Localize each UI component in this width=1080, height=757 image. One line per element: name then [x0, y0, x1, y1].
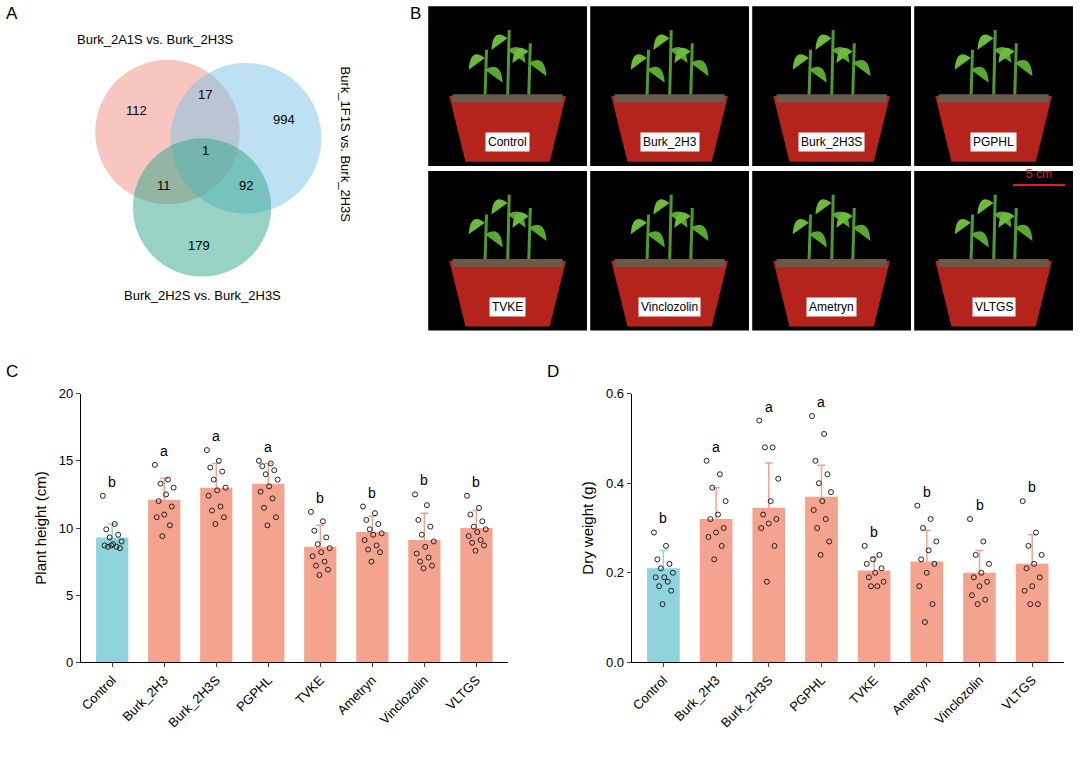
svg-text:b: b	[472, 474, 480, 490]
svg-text:Dry weight (g): Dry weight (g)	[579, 481, 596, 574]
svg-text:Burk_2H3: Burk_2H3	[643, 135, 697, 149]
svg-text:a: a	[765, 399, 773, 415]
svg-text:Burk_2A1S vs. Burk_2H3S: Burk_2A1S vs. Burk_2H3S	[77, 32, 233, 47]
svg-text:Vinclozolin: Vinclozolin	[377, 673, 431, 727]
svg-text:112: 112	[126, 103, 147, 118]
svg-text:Vinclozolin: Vinclozolin	[641, 300, 698, 314]
svg-text:1: 1	[202, 143, 209, 158]
svg-text:Control: Control	[79, 673, 119, 713]
svg-text:Control: Control	[630, 673, 670, 713]
svg-text:0.0: 0.0	[606, 655, 624, 670]
svg-text:b: b	[923, 484, 931, 500]
svg-text:Ametryn: Ametryn	[809, 300, 854, 314]
svg-text:a: a	[817, 394, 825, 410]
svg-text:VLTGS: VLTGS	[443, 672, 483, 712]
svg-text:Burk_2H3: Burk_2H3	[119, 673, 170, 724]
svg-text:Burk_2H2S vs. Burk_2H3S: Burk_2H2S vs. Burk_2H3S	[124, 288, 281, 303]
svg-text:a: a	[160, 443, 168, 459]
svg-text:Burk_2H3S: Burk_2H3S	[718, 672, 776, 730]
svg-text:5: 5	[66, 588, 73, 603]
svg-text:0.6: 0.6	[606, 386, 624, 401]
svg-text:Burk_1F1S vs. Burk_2H3S: Burk_1F1S vs. Burk_2H3S	[338, 67, 353, 223]
svg-text:0.4: 0.4	[606, 476, 624, 491]
svg-text:VLTGS: VLTGS	[975, 300, 1013, 314]
svg-text:b: b	[316, 490, 324, 506]
svg-text:5 cm: 5 cm	[1026, 167, 1052, 181]
svg-text:Ametryn: Ametryn	[889, 673, 934, 718]
svg-text:PGPHL: PGPHL	[973, 135, 1014, 149]
svg-text:PGPHL: PGPHL	[233, 673, 275, 715]
svg-text:PGPHL: PGPHL	[786, 673, 828, 715]
svg-text:TVKE: TVKE	[292, 672, 327, 707]
svg-text:11: 11	[157, 178, 171, 193]
svg-text:Ametryn: Ametryn	[334, 673, 379, 718]
svg-text:Plant height (cm): Plant height (cm)	[32, 471, 49, 584]
svg-text:b: b	[420, 472, 428, 488]
svg-text:Burk_2H3S: Burk_2H3S	[165, 672, 223, 730]
svg-text:b: b	[108, 474, 116, 490]
svg-text:10: 10	[59, 521, 73, 536]
svg-text:b: b	[368, 485, 376, 501]
svg-text:B: B	[410, 4, 421, 23]
svg-text:17: 17	[198, 87, 212, 102]
svg-text:b: b	[870, 524, 878, 540]
svg-text:C: C	[6, 362, 18, 381]
svg-text:TVKE: TVKE	[492, 300, 523, 314]
svg-text:Burk_2H3S: Burk_2H3S	[801, 135, 862, 149]
svg-text:Burk_2H3: Burk_2H3	[671, 673, 722, 724]
svg-text:994: 994	[273, 112, 295, 127]
svg-text:20: 20	[59, 386, 73, 401]
svg-text:179: 179	[188, 238, 210, 253]
svg-text:0: 0	[66, 655, 73, 670]
svg-text:0.2: 0.2	[606, 565, 624, 580]
svg-text:b: b	[976, 497, 984, 513]
svg-text:a: a	[712, 439, 720, 455]
svg-text:D: D	[547, 362, 559, 381]
svg-text:Vinclozolin: Vinclozolin	[932, 673, 986, 727]
svg-text:TVKE: TVKE	[846, 672, 881, 707]
svg-text:92: 92	[239, 178, 253, 193]
svg-text:b: b	[1028, 479, 1036, 495]
svg-text:b: b	[659, 510, 667, 526]
svg-text:A: A	[6, 4, 18, 23]
svg-text:a: a	[264, 439, 272, 455]
svg-text:Control: Control	[488, 135, 527, 149]
svg-text:VLTGS: VLTGS	[999, 672, 1039, 712]
svg-text:a: a	[212, 428, 220, 444]
svg-text:15: 15	[59, 453, 73, 468]
